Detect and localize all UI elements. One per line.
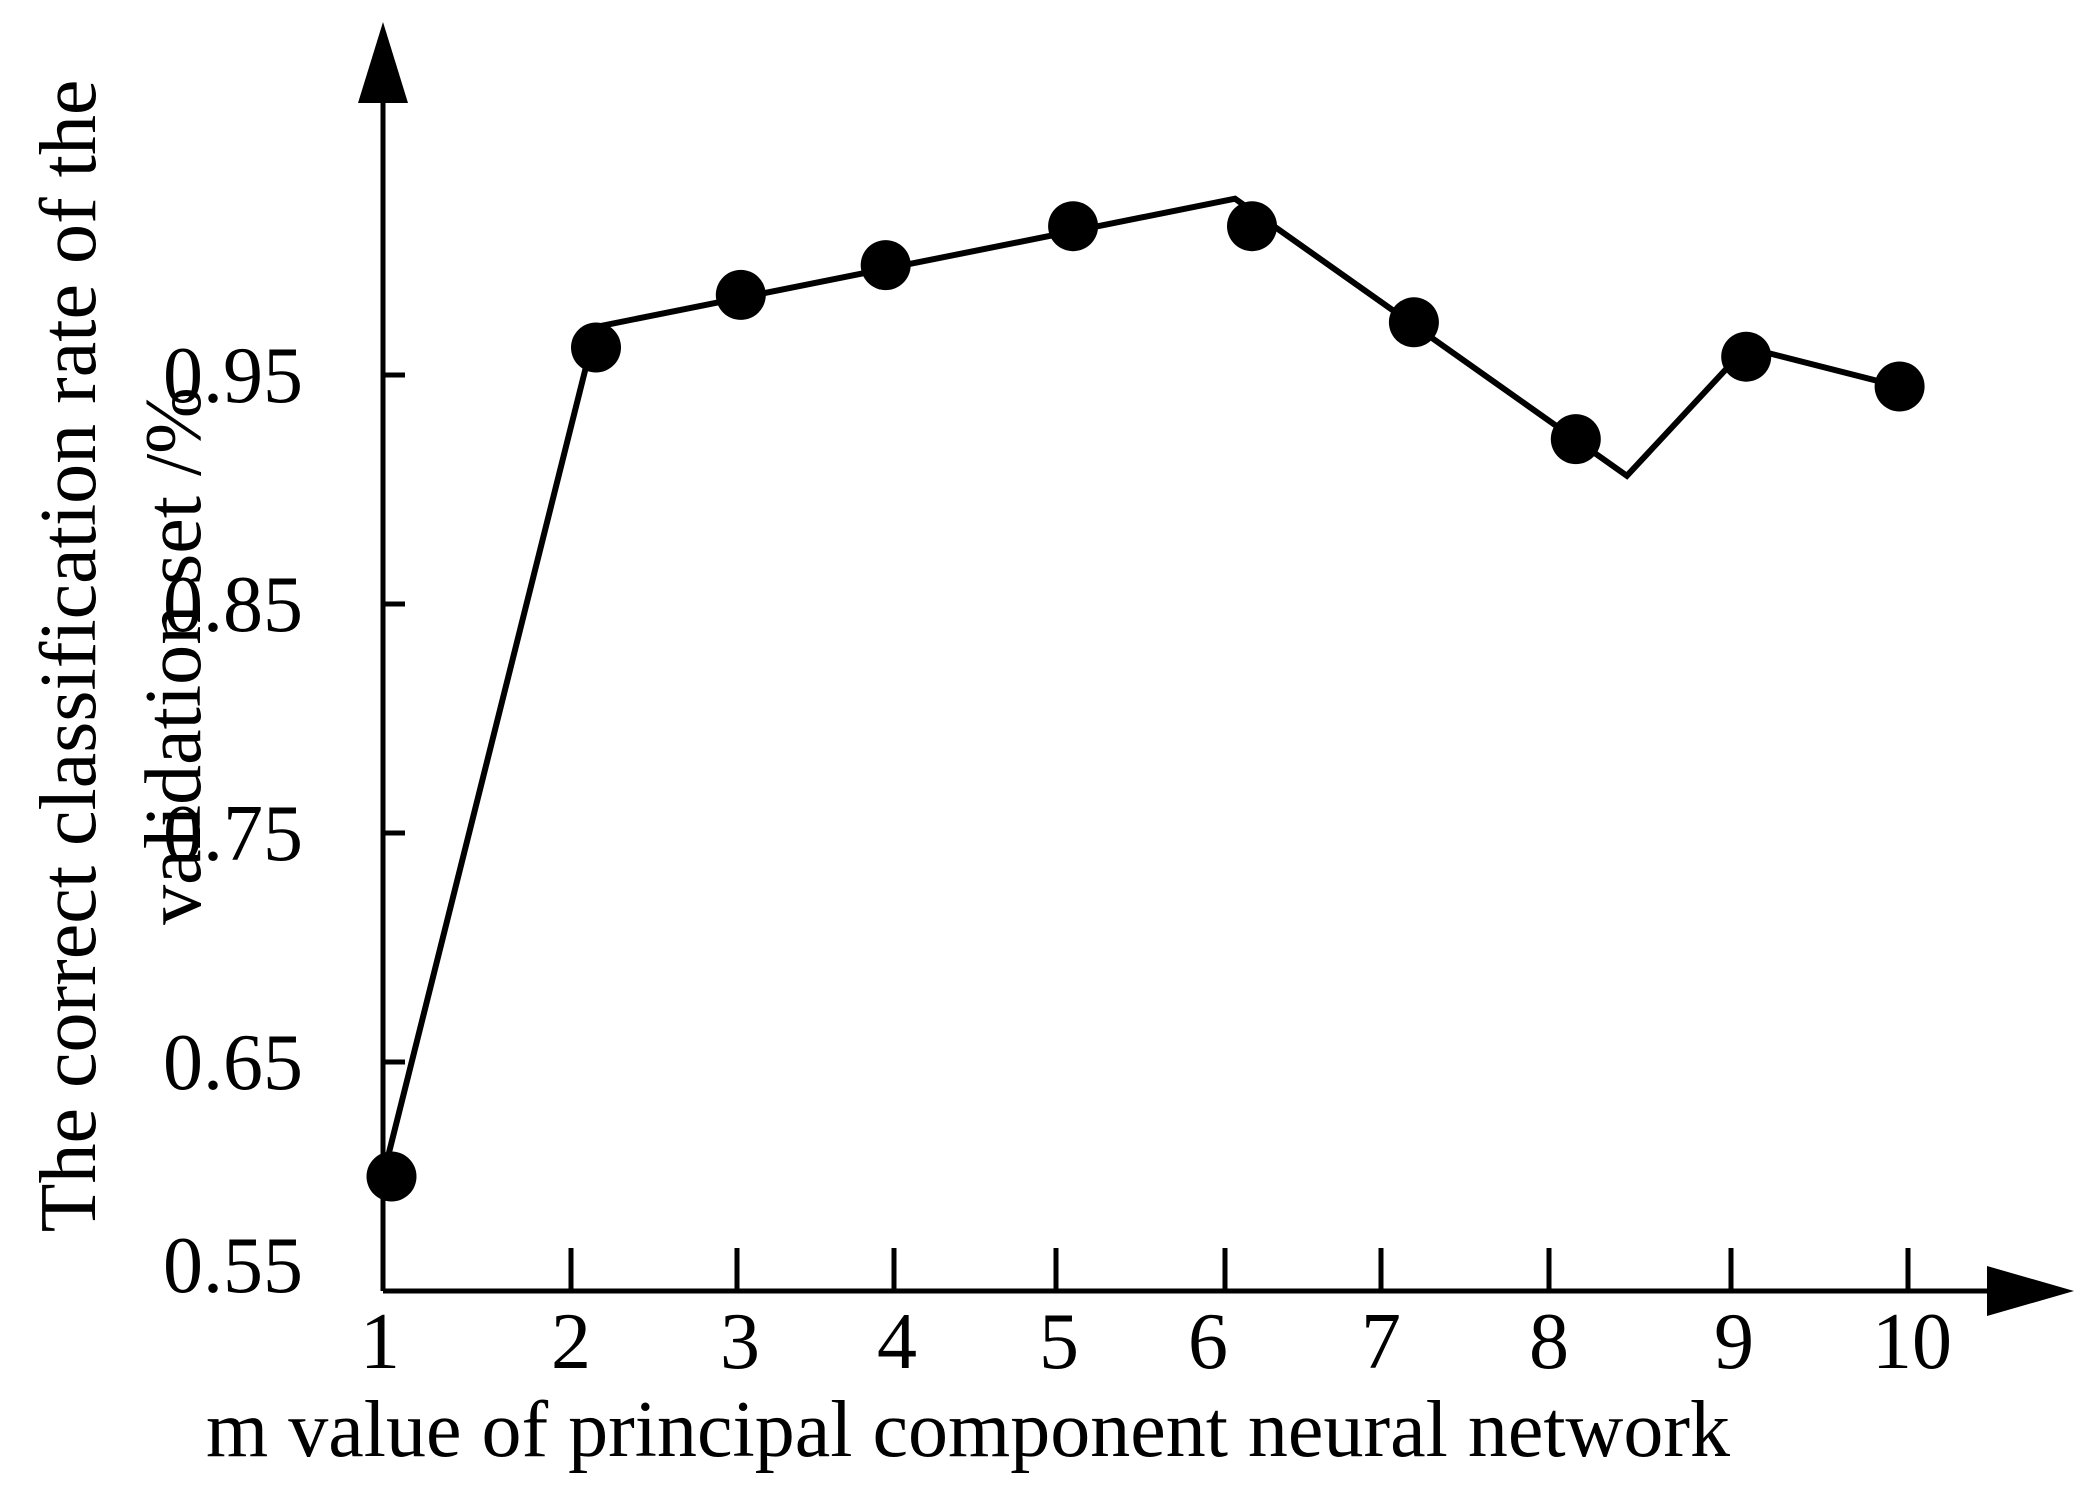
x-axis-arrow-icon — [1987, 1266, 2074, 1316]
x-tick-label: 4 — [877, 1298, 917, 1386]
data-point — [860, 240, 911, 291]
x-tick-label: 2 — [551, 1298, 591, 1386]
y-tick-label: 0.65 — [163, 1019, 303, 1107]
data-point — [571, 322, 621, 373]
y-axis-arrow-icon — [358, 22, 408, 103]
y-tick-label: 0.85 — [163, 561, 303, 649]
y-axis-label-line-1: The correct classification rate of the — [25, 80, 113, 1233]
axes — [358, 22, 2074, 1316]
y-tick-group: 0.55 0.65 0.75 0.85 0.95 — [163, 332, 405, 1310]
y-tick-label: 0.95 — [163, 332, 303, 420]
x-tick-label: 5 — [1039, 1298, 1079, 1386]
x-tick-group: 1 2 3 4 5 6 7 8 9 10 — [360, 1248, 1952, 1386]
data-point — [1388, 297, 1439, 348]
x-tick-label: 7 — [1361, 1298, 1401, 1386]
data-point — [715, 269, 766, 320]
x-tick-label: 3 — [720, 1298, 760, 1386]
x-tick-label: 10 — [1872, 1298, 1952, 1386]
x-tick-label: 1 — [360, 1298, 400, 1386]
x-tick-label: 6 — [1188, 1298, 1228, 1386]
data-point — [366, 1151, 417, 1202]
axis-labels: m value of principal component neural ne… — [25, 80, 1730, 1474]
series-group — [366, 195, 1925, 1202]
x-tick-label: 8 — [1529, 1298, 1569, 1386]
x-axis-label: m value of principal component neural ne… — [206, 1386, 1730, 1474]
x-tick-label: 9 — [1714, 1298, 1754, 1386]
data-point — [1721, 331, 1772, 382]
y-tick-label: 0.55 — [163, 1222, 303, 1310]
y-tick-label: 0.75 — [163, 790, 303, 878]
data-point — [1227, 201, 1277, 252]
data-point — [1874, 361, 1925, 412]
data-point — [1048, 201, 1099, 252]
y-axis-label-line-2: validation set /% — [130, 387, 218, 925]
data-point — [1550, 414, 1601, 465]
y-axis-label: The correct classification rate of the v… — [25, 80, 218, 1233]
